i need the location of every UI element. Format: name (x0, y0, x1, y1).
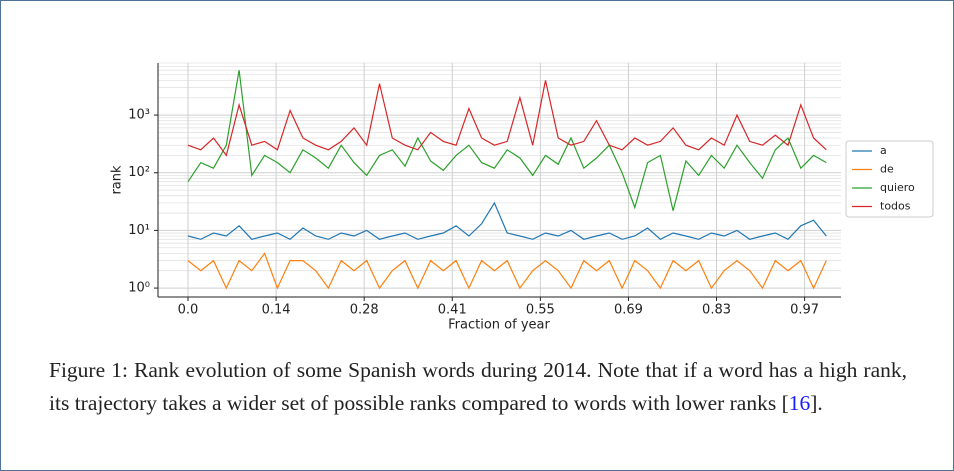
chart: rank Fraction of year 10⁰ 10¹ 10² 10³ 0.0 0.1… (110, 62, 934, 333)
legend-label: a (880, 144, 887, 157)
y-tick-label: 10³ (128, 108, 150, 123)
x-tick-label: 0.55 (526, 303, 555, 318)
x-tick-label: 0.14 (262, 303, 291, 318)
legend-label: quiero (880, 181, 915, 194)
legend-label: de (880, 163, 894, 176)
series-line (187, 80, 827, 157)
caption-end: ]. (810, 391, 823, 415)
x-axis-label: Fraction of year (448, 318, 550, 333)
x-tick-label: 0.97 (790, 303, 819, 318)
series-line (187, 252, 827, 290)
y-tick-label: 10¹ (128, 223, 150, 238)
y-axis-label: rank (110, 165, 125, 195)
caption-label: Figure 1: (49, 358, 128, 382)
legend-label: todos (880, 200, 911, 213)
series-line (187, 201, 827, 241)
legend-box (845, 140, 934, 218)
caption-text: Rank evolution of some Spanish words dur… (49, 358, 908, 415)
y-tick-label: 10² (128, 165, 150, 180)
x-tick-label: 0.28 (350, 303, 379, 318)
x-tick-label: 0.69 (614, 303, 643, 318)
x-tick-label: 0.0 (178, 303, 199, 318)
y-tick-label: 10⁰ (128, 281, 150, 296)
citation[interactable]: 16 (788, 391, 811, 415)
series-line (187, 70, 827, 211)
x-tick-label: 0.83 (702, 303, 731, 318)
x-tick-label: 0.41 (438, 303, 467, 318)
caption: Figure 1: Rank evolution of some Spanish… (49, 354, 907, 420)
